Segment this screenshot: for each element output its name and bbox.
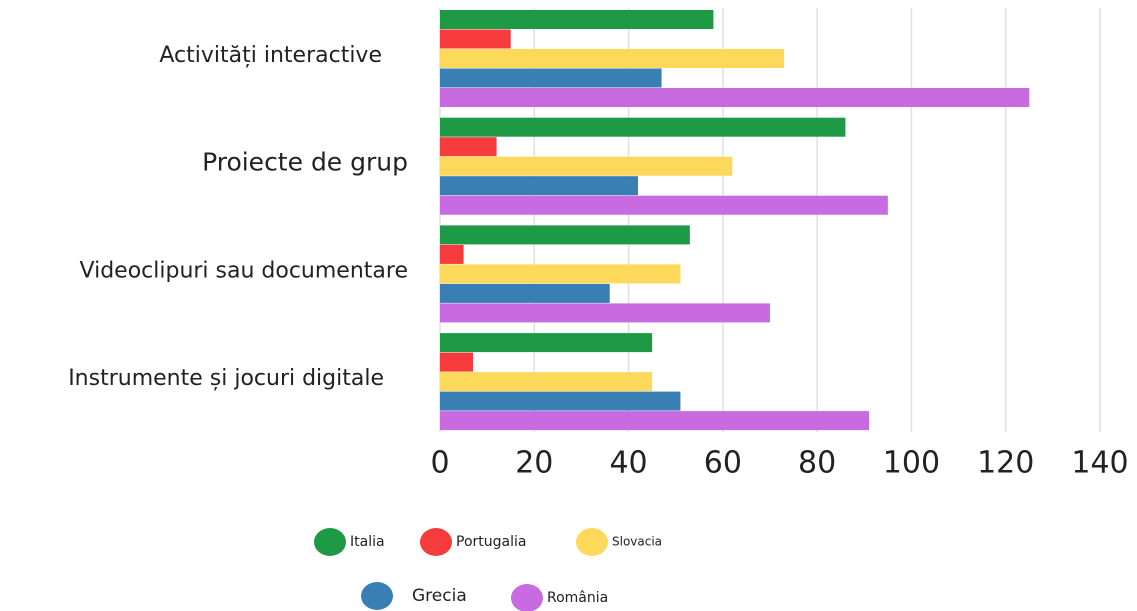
bar <box>440 391 681 411</box>
bar <box>440 156 733 176</box>
bar <box>440 195 888 215</box>
x-tick-label: 140 <box>1071 446 1128 481</box>
y-tick-label: Instrumente și jocuri digitale <box>68 366 384 391</box>
x-tick-label: 60 <box>704 446 742 481</box>
legend-swatch <box>420 528 452 556</box>
y-tick-label: Activități interactive <box>159 43 382 68</box>
legend-swatch <box>511 584 543 611</box>
bar <box>440 88 1030 107</box>
legend-label: Portugalia <box>456 534 526 550</box>
bar <box>440 244 464 264</box>
bar <box>440 352 473 372</box>
bar <box>440 176 638 196</box>
x-tick-label: 100 <box>883 446 940 481</box>
bar <box>440 283 610 303</box>
x-tick-label: 40 <box>609 446 647 481</box>
legend-label: Slovacia <box>612 535 662 549</box>
bar <box>440 264 681 284</box>
legend-label: Grecia <box>412 586 467 606</box>
x-tick-label: 80 <box>798 446 836 481</box>
x-tick-label: 120 <box>977 446 1034 481</box>
y-tick-label: Proiecte de grup <box>202 148 408 177</box>
y-tick-label: Videoclipuri sau documentare <box>80 258 408 283</box>
bar <box>440 225 690 245</box>
legend-label: Italia <box>350 534 385 550</box>
bar <box>440 68 662 88</box>
bar <box>440 117 846 137</box>
x-tick-label: 0 <box>430 446 449 481</box>
bar <box>440 333 653 353</box>
bar <box>440 303 770 323</box>
legend-swatch <box>576 528 608 556</box>
bar <box>440 29 511 49</box>
bar <box>440 137 497 157</box>
x-tick-label: 20 <box>515 446 553 481</box>
legend-swatch <box>314 528 346 556</box>
bar <box>440 49 785 68</box>
bar <box>440 411 869 431</box>
bar <box>440 10 714 29</box>
legend-swatch <box>361 582 393 610</box>
legend-label: România <box>547 590 608 606</box>
bar <box>440 372 653 392</box>
